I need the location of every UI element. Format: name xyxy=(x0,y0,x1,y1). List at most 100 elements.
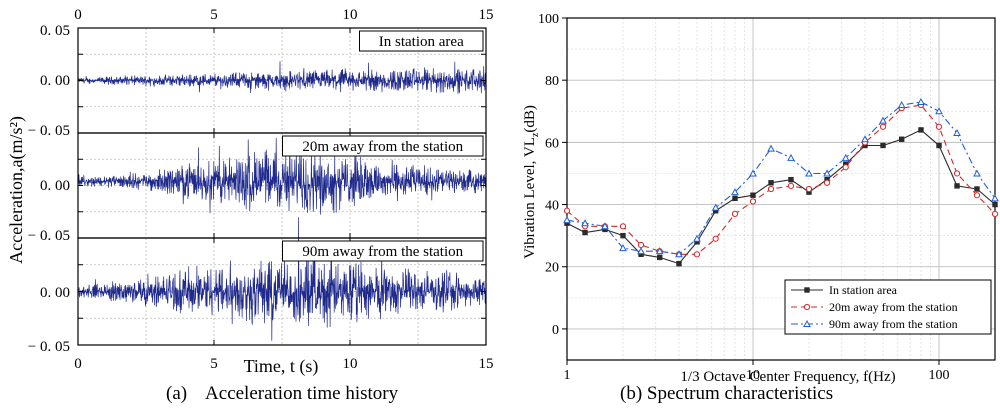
caption-b: (b) Spectrum characteristics xyxy=(620,383,834,404)
data-point xyxy=(787,153,795,161)
data-point xyxy=(936,142,942,149)
y-tick-label: 100 xyxy=(538,12,559,27)
data-point xyxy=(637,241,645,249)
acceleration-signal xyxy=(77,217,487,341)
data-point xyxy=(731,188,739,196)
legend-label: 20m away from the station xyxy=(829,300,958,314)
data-point xyxy=(973,192,981,199)
data-point xyxy=(823,179,831,186)
data-point xyxy=(953,170,961,177)
x-tick-label-top: 15 xyxy=(479,7,494,23)
y-tick-label: 0. 00 xyxy=(40,73,70,89)
data-point xyxy=(581,219,589,227)
data-point xyxy=(917,97,925,105)
data-point xyxy=(803,319,811,327)
x-tick-label: 15 xyxy=(479,356,494,372)
acceleration-signal xyxy=(77,61,487,94)
data-point xyxy=(918,127,924,133)
data-point xyxy=(991,210,999,217)
panel-label-box xyxy=(282,240,484,262)
data-point xyxy=(676,260,682,267)
y-tick-label: − 0. 05 xyxy=(28,339,70,355)
data-point xyxy=(841,153,850,161)
acceleration-time-history-chart: In station area 20m away from the station… xyxy=(28,7,494,372)
data-point xyxy=(898,136,905,142)
data-point xyxy=(656,254,663,261)
data-point xyxy=(953,128,961,137)
data-point xyxy=(787,182,795,189)
data-point xyxy=(601,222,609,230)
x-tick-label: 1 xyxy=(564,368,571,383)
y-tick-label: 0. 00 xyxy=(40,285,70,301)
data-point xyxy=(749,198,757,205)
x-tick-label: 0 xyxy=(74,356,82,372)
data-point xyxy=(711,203,720,211)
plot-frame xyxy=(566,17,996,361)
data-point xyxy=(897,101,906,109)
panel-label-box xyxy=(282,135,484,157)
data-point xyxy=(823,169,831,177)
x-tick-label: 100 xyxy=(929,368,950,383)
data-point xyxy=(749,169,757,177)
data-point xyxy=(767,185,775,193)
data-point xyxy=(675,250,683,258)
x-tick-label: 10 xyxy=(746,368,760,383)
data-point xyxy=(805,169,813,177)
data-point xyxy=(974,186,980,192)
data-point xyxy=(879,123,887,130)
data-point xyxy=(655,247,664,255)
y-tick-label: 0. 00 xyxy=(40,178,70,194)
data-point xyxy=(731,210,739,217)
data-point xyxy=(563,216,571,224)
legend-label: In station area xyxy=(829,283,898,297)
data-point xyxy=(842,164,849,171)
data-point xyxy=(861,135,869,143)
y-tick-label: 0 xyxy=(552,323,559,338)
legend-label: 90m away from the station xyxy=(829,317,958,331)
panel-label: 90m away from the station xyxy=(302,244,463,260)
data-point xyxy=(620,232,626,239)
panel-label-box xyxy=(359,30,484,52)
acceleration-signal xyxy=(77,137,487,215)
y-tick-label: 80 xyxy=(545,74,559,89)
data-point xyxy=(768,180,774,186)
data-point xyxy=(563,207,571,214)
caption-a: (a) Acceleration time history xyxy=(166,383,399,404)
x-tick-label-top: 10 xyxy=(343,7,358,23)
data-point xyxy=(732,195,738,202)
data-point xyxy=(954,183,960,189)
data-point xyxy=(879,116,887,124)
series-line xyxy=(566,104,996,255)
data-point xyxy=(637,247,645,255)
x-tick-label-top: 0 xyxy=(74,7,82,23)
data-point xyxy=(712,235,719,242)
panel-label: 20m away from the station xyxy=(302,139,463,155)
b-ylabel: Vibration Level, VLz(dB) xyxy=(522,105,541,259)
x-tick-label: 5 xyxy=(210,356,218,372)
data-point xyxy=(803,303,811,311)
y-tick-label: − 0. 05 xyxy=(28,228,70,244)
panel-label: In station area xyxy=(379,34,464,50)
b-ylabel-sub: z xyxy=(530,132,541,137)
spectrum-characteristics-chart: 0 20 40 60 80 100 1 10 100 In station area 20m awa… xyxy=(538,12,999,383)
y-tick-label: − 0. 05 xyxy=(28,123,70,139)
data-point xyxy=(992,201,998,208)
x-tick-label: 10 xyxy=(343,356,358,372)
y-tick-label: 0. 05 xyxy=(40,23,70,39)
b-ylabel-main: Vibration Level, VL xyxy=(522,137,538,259)
b-xlabel: 1/3 Octave Center Frequency, f(Hz) xyxy=(680,369,895,385)
data-point xyxy=(804,287,810,293)
data-point xyxy=(991,194,999,202)
data-point xyxy=(935,123,943,130)
data-point xyxy=(582,229,588,236)
data-point xyxy=(693,234,701,242)
b-ylabel-tail: (dB) xyxy=(522,105,538,133)
y-tick-label: 40 xyxy=(545,199,559,214)
data-point xyxy=(973,169,981,177)
data-point xyxy=(750,192,756,198)
data-point xyxy=(619,244,627,252)
data-point xyxy=(619,223,627,230)
data-point xyxy=(788,176,794,183)
a-ylabel: Acceleration,a(m/s²) xyxy=(6,116,27,264)
